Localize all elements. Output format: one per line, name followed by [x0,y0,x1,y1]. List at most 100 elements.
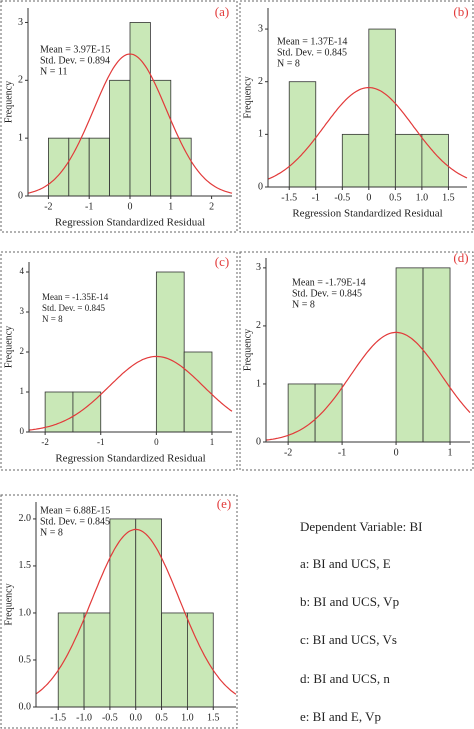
y-axis-label: Frequency [3,583,14,625]
x-tick-label: 1.0 [416,192,429,203]
panel-label: (c) [215,254,229,269]
x-tick-label: 0 [128,201,133,212]
x-tick-label: -1 [312,192,320,203]
panel-label: (b) [453,4,468,19]
x-tick-label: 0.5 [155,712,168,723]
bar [170,137,192,197]
bar [183,351,213,433]
x-axis-label: Regression Standardized Residual [55,453,205,465]
stat-label: Std. Dev. = 0.845 [40,516,110,527]
panel-label: (a) [215,4,229,19]
y-tick-label: 0 [258,181,263,192]
stat-label: N = 8 [277,58,300,69]
x-tick-label: -2 [284,447,292,458]
y-tick-label: 2 [258,76,263,87]
stat-label: Mean = 1.37E-14 [277,36,347,47]
bar [83,612,111,708]
y-tick-label: 0.5 [19,654,32,665]
x-axis-label: Regression Standardized Residual [61,728,211,729]
x-tick-label: -1 [85,201,93,212]
x-tick-label: 0.0 [129,712,142,723]
x-tick-label: -2 [44,201,52,212]
y-tick-label: 2.0 [19,513,32,524]
x-tick-label: -1 [338,447,346,458]
stat-label: Std. Dev. = 0.894 [40,55,110,66]
x-tick-label: 0 [366,192,371,203]
y-axis-label: Frequency [3,326,14,368]
x-tick-label: 2 [209,201,214,212]
y-tick-label: 3 [18,17,23,28]
bar [395,267,424,443]
x-axis-label: Regression Standardized Residual [55,217,205,229]
y-axis-label: Frequency [242,329,253,371]
bar [368,28,396,188]
y-tick-label: 3 [20,306,25,316]
stat-label: Mean = -1.79E-14 [292,277,366,288]
bar [88,137,110,197]
x-tick-label: 1 [210,437,215,447]
x-tick-label: -1.0 [76,712,92,723]
x-tick-label: -0.5 [102,712,118,723]
bar [48,137,70,197]
bar [288,81,317,188]
y-tick-label: 1 [256,378,261,389]
y-tick-label: 0 [256,436,261,447]
x-tick-label: -1 [97,437,105,447]
panel-border [0,0,238,233]
stat-label: Mean = -1.35E-14 [42,292,109,302]
bar [109,518,137,708]
bar [135,518,162,708]
y-tick-label: 2 [18,75,23,86]
y-tick-label: 1 [18,132,23,143]
bar [161,612,188,708]
y-tick-label: 1.5 [19,560,32,571]
x-tick-label: 0 [394,447,399,458]
x-axis-label: Regression Standardized Residual [292,208,442,220]
y-tick-label: 1.0 [19,607,32,618]
x-tick-label: 1.5 [207,712,220,723]
note: c: BI and UCS, Vs [300,632,397,647]
y-tick-label: 4 [20,266,25,276]
y-axis-label: Frequency [3,81,14,123]
note: Dependent Variable: BI [300,519,423,534]
stat-label: N = 8 [40,527,63,538]
x-tick-label: -2 [41,437,49,447]
stat-label: Std. Dev. = 0.845 [292,288,362,299]
y-tick-label: 0 [20,426,25,436]
bar [149,79,172,197]
stat-label: Mean = 3.97E-15 [40,44,110,55]
y-tick-label: 1 [20,386,25,396]
bar [68,137,90,197]
y-tick-label: 2 [256,320,261,331]
bar [155,271,185,433]
y-tick-label: 0 [18,190,23,201]
stat-label: Std. Dev. = 0.845 [277,47,347,58]
x-tick-label: -1.5 [281,192,297,203]
stat-label: N = 11 [40,66,68,77]
note: e: BI and E, Vp [300,709,381,724]
note: a: BI and UCS, E [300,556,391,571]
normal-curve [28,355,233,431]
stat-label: Std. Dev. = 0.845 [42,303,105,313]
bar [109,79,131,197]
normal-curve [27,53,233,194]
panel-border [0,251,238,471]
x-tick-label: 0.5 [389,192,402,203]
note: d: BI and UCS, n [300,671,390,686]
stat-label: Mean = 6.88E-15 [40,505,110,516]
stat-label: N = 8 [292,299,315,310]
y-tick-label: 3 [258,23,263,34]
x-tick-label: -0.5 [334,192,350,203]
panel-border [239,0,474,233]
note: b: BI and UCS, Vp [300,594,399,609]
bar [287,383,316,443]
bar [44,391,74,433]
y-tick-label: 3 [256,262,261,273]
stat-label: N = 8 [42,314,63,324]
panel-label: (e) [217,496,231,511]
x-tick-label: 1.5 [442,192,455,203]
panel-label: (d) [453,250,468,265]
y-tick-label: 0.0 [19,701,32,712]
y-tick-label: 2 [20,346,25,356]
